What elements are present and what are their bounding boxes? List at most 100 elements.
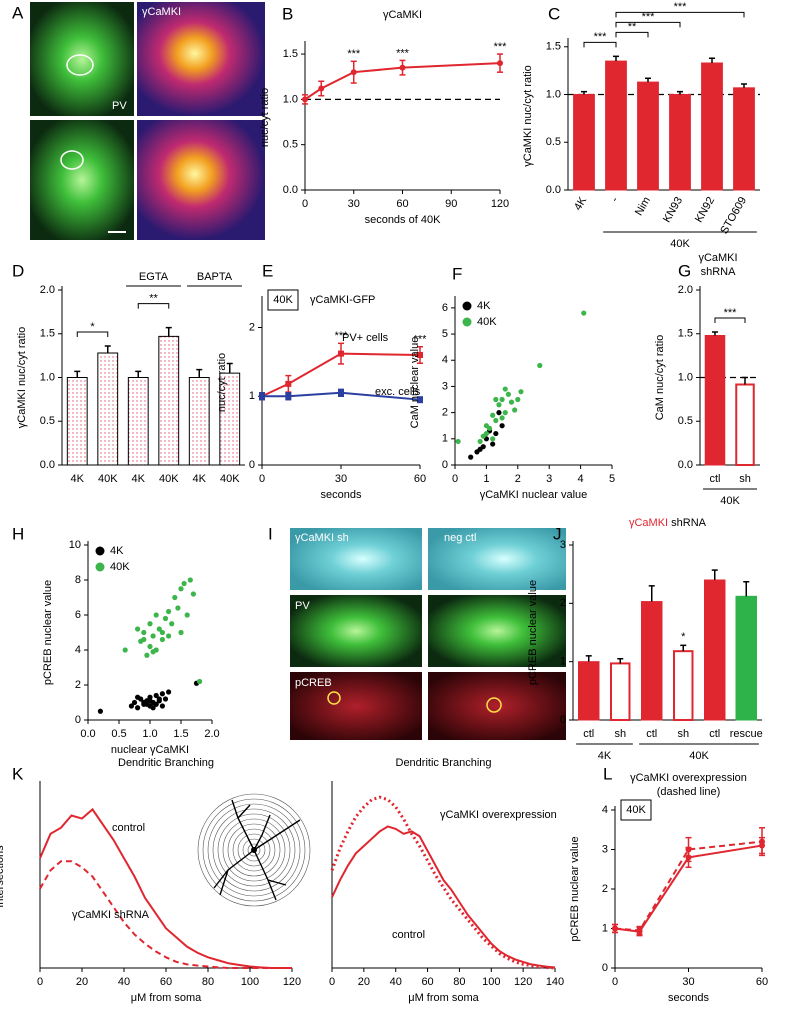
significance-bracket (76, 331, 109, 337)
x-tick-label: 40 (118, 976, 130, 988)
y-tick-label: 0 (442, 459, 448, 471)
sholl-ring (212, 808, 296, 892)
point (318, 85, 325, 92)
line (614, 840, 763, 932)
significance-bracket (615, 31, 649, 38)
chart-title: γCaMKI (698, 252, 737, 264)
point (150, 649, 156, 655)
point (153, 701, 159, 707)
group-label: 4K (598, 750, 612, 762)
series-label: exc. cells (375, 386, 421, 398)
micrograph (30, 2, 134, 116)
bar (704, 579, 726, 721)
y-axis-label: CaM nuc/cyt ratio (654, 335, 666, 421)
bar (701, 62, 723, 191)
bar (733, 87, 755, 191)
y-tick-label: 2 (560, 597, 566, 609)
point (581, 310, 587, 316)
bar (188, 377, 210, 466)
chart-title: (dashed line) (657, 786, 721, 798)
micrograph (30, 120, 134, 240)
line (330, 795, 556, 970)
y-tick-label: 1.5 (546, 41, 561, 53)
panel-letter: C (548, 4, 560, 23)
group-label: 40K (689, 750, 709, 762)
x-tick-label: KN93 (661, 195, 685, 225)
chart-title: shRNA (701, 266, 737, 278)
nucleus-outline (486, 697, 502, 713)
point (490, 436, 496, 442)
point (759, 838, 765, 845)
x-tick-label: 60 (414, 473, 426, 485)
point (483, 423, 489, 429)
image-label: γCaMKI sh (295, 532, 349, 544)
x-tick-label: 4K (71, 473, 85, 485)
point (169, 621, 175, 627)
bar (605, 60, 627, 191)
series-label: PV+ cells (342, 332, 389, 344)
y-tick-label: 2 (442, 407, 448, 419)
point (490, 441, 496, 447)
panel-letter: A (12, 3, 24, 22)
point (399, 64, 406, 71)
point (147, 643, 153, 650)
y-axis-label: CaM nuclear value (409, 337, 421, 429)
significance-label: ** (149, 293, 158, 305)
point (153, 692, 159, 699)
legend-label: 40K (110, 561, 130, 573)
y-tick-label: 4 (75, 644, 81, 656)
y-tick-label: 1 (442, 433, 448, 445)
point (178, 586, 184, 592)
condition-label: 40K (273, 294, 293, 306)
panel-letter: F (452, 264, 462, 283)
micrograph (137, 2, 265, 116)
sholl-ring (217, 813, 291, 887)
x-tick-label: - (609, 195, 621, 204)
bar (97, 352, 119, 466)
neuron-soma (251, 847, 257, 853)
significance-bracket (615, 11, 745, 18)
y-tick-label: 1.5 (678, 328, 693, 340)
point (477, 446, 483, 452)
x-axis-label: seconds (321, 489, 362, 501)
x-tick-label: 40K (159, 473, 179, 485)
x-tick-label: 0 (612, 976, 618, 988)
point (166, 608, 172, 615)
micrograph (290, 672, 422, 740)
point (499, 396, 505, 403)
x-tick-label: 4K (572, 194, 589, 212)
y-tick-label: 3 (560, 539, 566, 551)
x-axis-label: μM from soma (408, 992, 479, 1004)
significance-bracket (583, 41, 617, 48)
point (499, 423, 505, 429)
point (190, 591, 196, 597)
point (141, 636, 147, 643)
image-label: PV (295, 600, 310, 612)
x-tick-label: 100 (241, 976, 259, 988)
x-tick-label: sh (739, 473, 751, 485)
point (285, 380, 292, 387)
x-tick-label: 120 (491, 198, 509, 210)
point (147, 621, 153, 627)
point (636, 927, 643, 934)
y-tick-label: 0.5 (678, 415, 693, 427)
x-tick-label: 1.5 (173, 728, 188, 740)
panel-letter: L (603, 764, 612, 783)
y-tick-label: 8 (75, 574, 81, 586)
chart-title: γCaMKI overexpression (630, 772, 747, 784)
panel-letter: D (12, 261, 24, 280)
x-tick-label: 2 (515, 473, 521, 485)
y-axis-label: nuc/cyt ratio (216, 353, 228, 412)
micrograph (428, 672, 566, 740)
bar (66, 377, 88, 466)
sholl-ring (227, 823, 281, 877)
x-tick-label: KN92 (693, 195, 717, 225)
y-axis-label: γCaMKI nuc/cyt ratio (522, 65, 534, 166)
neuron-sketch (213, 799, 301, 901)
chart-title: Dendritic Branching (396, 757, 492, 769)
bar (641, 601, 663, 721)
x-tick-label: 0 (37, 976, 43, 988)
point (135, 694, 141, 700)
bar (127, 377, 149, 466)
point (153, 612, 159, 618)
